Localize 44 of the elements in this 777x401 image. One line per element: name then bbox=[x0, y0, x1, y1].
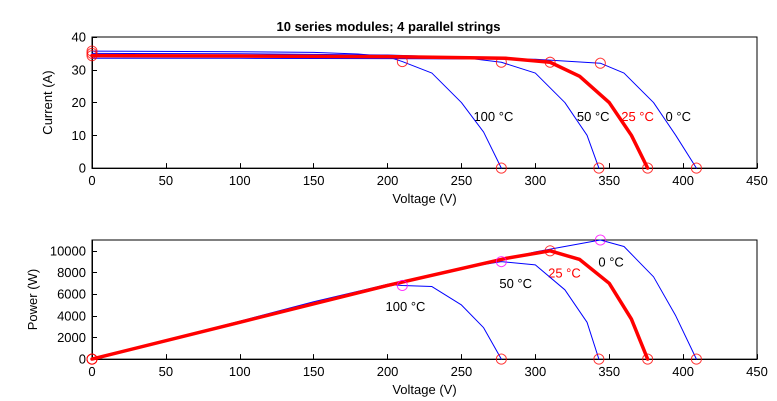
y-tick-label: 6000 bbox=[57, 286, 86, 302]
x-tick-label: 300 bbox=[524, 364, 546, 380]
x-tick-label: 0 bbox=[88, 364, 96, 380]
x-tick-label: 50 bbox=[158, 364, 174, 380]
x-axis-title: Voltage (V) bbox=[392, 191, 457, 206]
x-tick-label: 100 bbox=[228, 173, 251, 188]
y-tick-label: 20 bbox=[72, 95, 86, 110]
x-tick-label: 250 bbox=[450, 364, 472, 380]
y-axis-title: Current (A) bbox=[40, 70, 55, 135]
x-tick-label: 450 bbox=[746, 173, 768, 188]
series-label: 25 °C bbox=[621, 109, 654, 124]
series-label: 100 °C bbox=[386, 298, 426, 314]
y-tick-label: 4000 bbox=[57, 308, 86, 324]
series-label: 100 °C bbox=[473, 109, 514, 124]
series-label: 50 °C bbox=[576, 109, 610, 124]
x-tick-label: 200 bbox=[376, 173, 398, 188]
series-label: 0 °C bbox=[666, 109, 691, 124]
x-tick-label: 350 bbox=[598, 173, 620, 188]
x-tick-label: 400 bbox=[672, 364, 694, 380]
x-axis-title: Voltage (V) bbox=[392, 382, 457, 397]
y-tick-label: 8000 bbox=[57, 264, 86, 280]
y-tick-label: 0 bbox=[78, 352, 86, 367]
x-tick-label: 150 bbox=[302, 364, 325, 380]
x-tick-label: 150 bbox=[302, 173, 325, 188]
x-tick-label: 250 bbox=[450, 173, 472, 188]
x-tick-label: 350 bbox=[598, 364, 620, 380]
x-tick-label: 300 bbox=[524, 173, 546, 188]
series-label: 25 °C bbox=[548, 265, 581, 280]
y-tick-label: 40 bbox=[72, 30, 86, 44]
y-tick-label: 10 bbox=[72, 128, 86, 143]
chart-title: 10 series modules; 4 parallel strings bbox=[276, 19, 500, 34]
y-tick-label: 0 bbox=[78, 160, 86, 176]
x-tick-label: 0 bbox=[88, 173, 96, 188]
x-tick-label: 400 bbox=[672, 173, 694, 188]
y-tick-label: 10000 bbox=[50, 243, 86, 258]
x-tick-label: 450 bbox=[746, 364, 768, 380]
y-tick-label: 2000 bbox=[57, 330, 86, 345]
series-label: 50 °C bbox=[499, 276, 532, 292]
x-tick-label: 200 bbox=[376, 364, 398, 380]
y-axis-title: Power (W) bbox=[24, 268, 40, 330]
x-tick-label: 100 bbox=[228, 364, 251, 380]
y-tick-label: 30 bbox=[72, 62, 86, 78]
series-label: 0 °C bbox=[598, 254, 624, 270]
x-tick-label: 50 bbox=[158, 173, 174, 188]
